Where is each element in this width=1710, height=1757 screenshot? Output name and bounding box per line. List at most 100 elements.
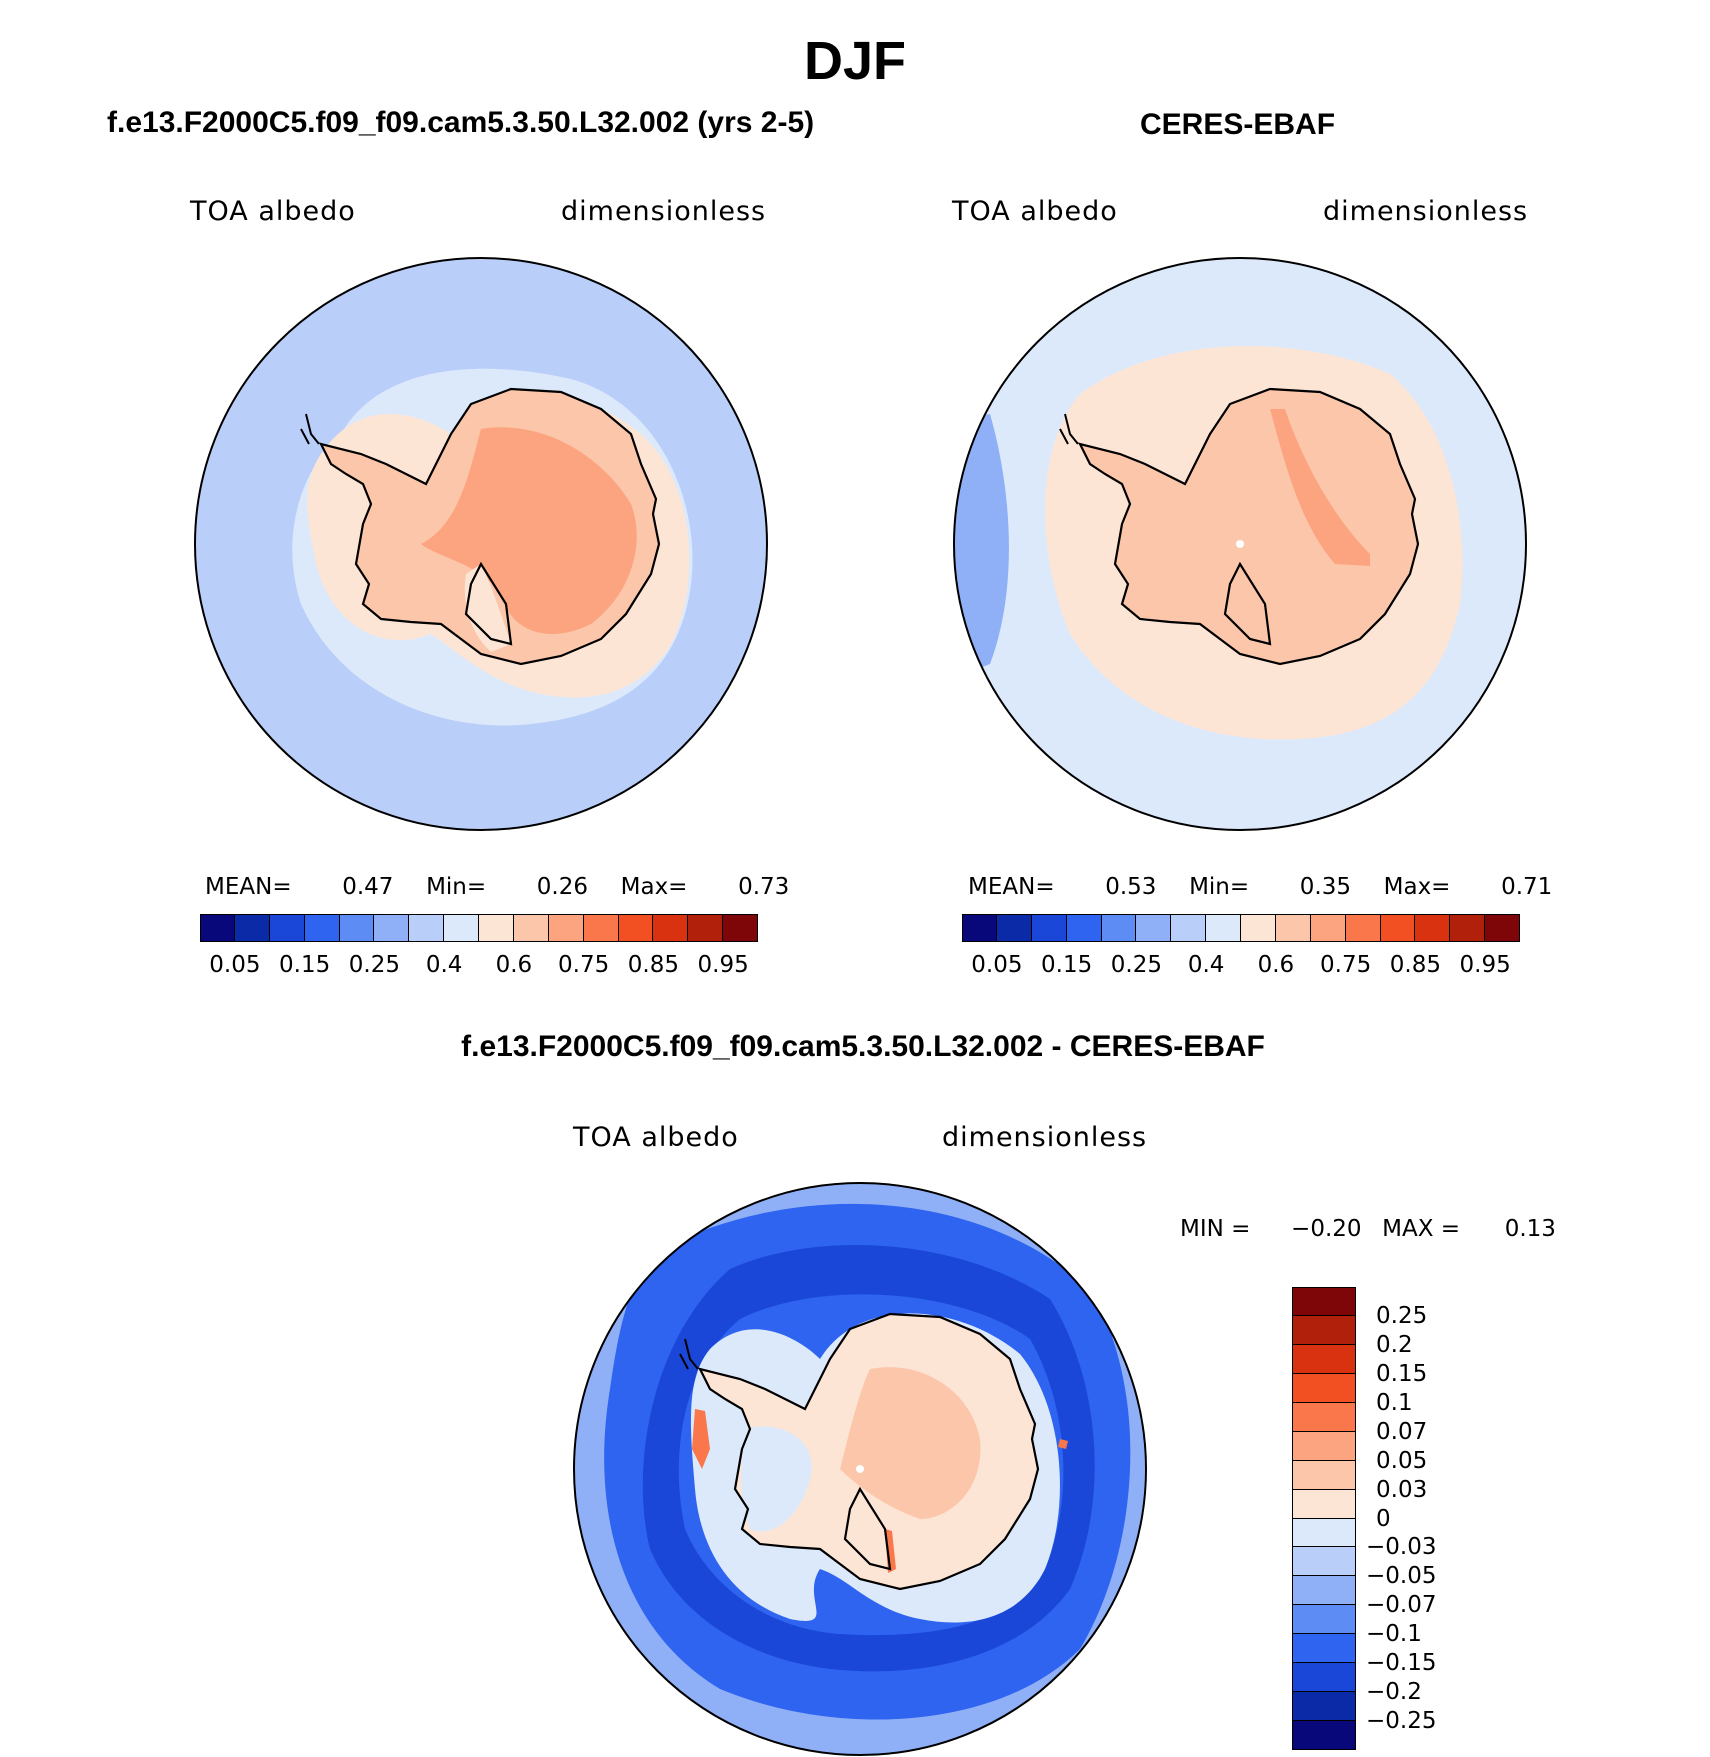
diff-colorbar-tick-label: −0.25 [1366, 1708, 1437, 1735]
obs-colorbar-tick-label: 0.85 [1389, 952, 1441, 978]
model-colorbar-box [583, 914, 619, 942]
obs-map-border [953, 257, 1527, 831]
diff-colorbar-tick-label: −0.2 [1366, 1679, 1422, 1706]
model-colorbar-tick-label: 0.6 [495, 952, 533, 978]
model-colorbar-box [513, 914, 549, 942]
diff-colorbar-tick-label: −0.07 [1366, 1592, 1437, 1619]
model-colorbar-tick-label: 0.75 [558, 952, 610, 978]
model-colorbar-box [200, 914, 235, 942]
model-colorbar-tick-label: 0.25 [348, 952, 400, 978]
obs-min-label: Min= [1189, 874, 1250, 900]
obs-colorbar-box [1415, 914, 1451, 942]
diff-colorbar-box [1292, 1721, 1356, 1750]
obs-colorbar-tick-label: 0.4 [1187, 952, 1225, 978]
obs-colorbar-box [1310, 914, 1346, 942]
obs-plateau-ridge [1270, 409, 1370, 566]
obs-colorbar-box [1101, 914, 1137, 942]
model-colorbar [200, 914, 758, 942]
model-plateau-high-albedo [421, 427, 637, 634]
diff-colorbar-tick-label: 0.07 [1376, 1418, 1428, 1445]
model-colorbar-box [269, 914, 305, 942]
obs-colorbar-box [996, 914, 1032, 942]
model-colorbar-labels: 0.05 0.15 0.25 0.4 0.6 0.75 0.85 0.95 [200, 952, 758, 982]
model-colorbar-box [374, 914, 410, 942]
obs-polar-map [953, 257, 1527, 831]
diff-peninsula-positive [692, 1409, 710, 1469]
diff-colorbar-box [1292, 1373, 1356, 1403]
diff-colorbar-tick-label: 0 [1376, 1505, 1391, 1532]
diff-variable-label: TOA albedo [573, 1122, 739, 1153]
model-colorbar-tick-label: 0.85 [627, 952, 679, 978]
obs-colorbar-box [1345, 914, 1381, 942]
obs-colorbar [962, 914, 1520, 942]
diff-case-title: f.e13.F2000C5.f09_f09.cam5.3.50.L32.002 … [461, 1030, 1265, 1063]
diff-colorbar-box [1292, 1489, 1356, 1519]
model-colorbar-box [339, 914, 375, 942]
obs-units-label: dimensionless [1323, 196, 1529, 227]
obs-colorbar-box [1241, 914, 1276, 942]
obs-max-value: 0.71 [1501, 874, 1553, 900]
diff-colorbar-box [1292, 1547, 1356, 1577]
diff-colorbar-tick-label: −0.1 [1366, 1621, 1422, 1648]
diff-colorbar-box [1292, 1344, 1356, 1374]
diff-colorbar-tick-label: −0.05 [1366, 1563, 1437, 1590]
diff-ross-positive [885, 1529, 896, 1573]
diff-units-label: dimensionless [942, 1122, 1148, 1153]
obs-colorbar-box [1275, 914, 1311, 942]
diff-peninsula-tip [679, 1338, 699, 1370]
model-mean-label: MEAN= [205, 874, 292, 900]
obs-variable-label: TOA albedo [952, 196, 1118, 227]
obs-colorbar-box [1066, 914, 1102, 942]
obs-coastline [1077, 387, 1420, 666]
obs-colorbar-tick-label: 0.05 [971, 952, 1023, 978]
obs-colorbar-tick-label: 0.25 [1110, 952, 1162, 978]
model-polar-map [194, 257, 768, 831]
model-ross-shelf [464, 564, 511, 652]
model-colorbar-box [479, 914, 514, 942]
obs-colorbar-tick-label: 0.15 [1041, 952, 1093, 978]
diff-min-label: MIN = [1180, 1216, 1251, 1242]
model-colorbar-tick-label: 0.05 [209, 952, 261, 978]
obs-colorbar-box [1485, 914, 1520, 942]
model-colorbar-tick-label: 0.4 [425, 952, 463, 978]
diff-colorbar-tick-label: 0.25 [1376, 1302, 1428, 1329]
obs-mean-label: MEAN= [968, 874, 1055, 900]
model-units-label: dimensionless [561, 196, 767, 227]
obs-colorbar-labels: 0.05 0.15 0.25 0.4 0.6 0.75 0.85 0.95 [962, 952, 1520, 982]
diff-colorbar-box [1292, 1663, 1356, 1693]
obs-max-label: Max= [1383, 874, 1451, 900]
diff-colorbar-box [1292, 1402, 1356, 1432]
obs-colorbar-tick-label: 0.75 [1320, 952, 1372, 978]
model-colorbar-box [234, 914, 270, 942]
diff-pole-hole [856, 1465, 864, 1473]
diff-west-land-negative [741, 1426, 812, 1532]
obs-colorbar-box [1380, 914, 1416, 942]
diff-colorbar-box [1292, 1692, 1356, 1722]
diff-max-value: 0.13 [1504, 1216, 1556, 1242]
diff-colorbar-tick-label: 0.2 [1376, 1331, 1413, 1358]
obs-antarctica-land [1080, 389, 1418, 664]
model-colorbar-box [688, 914, 724, 942]
model-colorbar-box [548, 914, 584, 942]
obs-colorbar-box [962, 914, 997, 942]
model-colorbar-tick-label: 0.95 [697, 952, 749, 978]
obs-pole-hole [1236, 540, 1244, 548]
obs-colorbar-tick-label: 0.6 [1257, 952, 1295, 978]
diff-colorbar [1292, 1287, 1356, 1750]
model-map-border [194, 257, 768, 831]
obs-stats: MEAN= 0.53 Min= 0.35 Max= 0.71 [968, 874, 1552, 900]
obs-colorbar-box [1450, 914, 1486, 942]
obs-mean-value: 0.53 [1105, 874, 1157, 900]
model-variable-label: TOA albedo [190, 196, 356, 227]
obs-peninsula-tip [1059, 413, 1079, 445]
diff-colorbar-box [1292, 1460, 1356, 1490]
model-coastline [318, 387, 661, 666]
diff-coast-positive [1058, 1439, 1068, 1449]
diff-colorbar-tick-label: −0.03 [1366, 1534, 1437, 1561]
model-stats: MEAN= 0.47 Min= 0.26 Max= 0.73 [205, 874, 789, 900]
model-colorbar-box [618, 914, 654, 942]
obs-case-title: CERES-EBAF [1140, 108, 1336, 141]
model-max-value: 0.73 [738, 874, 790, 900]
model-mean-value: 0.47 [342, 874, 394, 900]
diff-max-label: MAX = [1382, 1216, 1461, 1242]
